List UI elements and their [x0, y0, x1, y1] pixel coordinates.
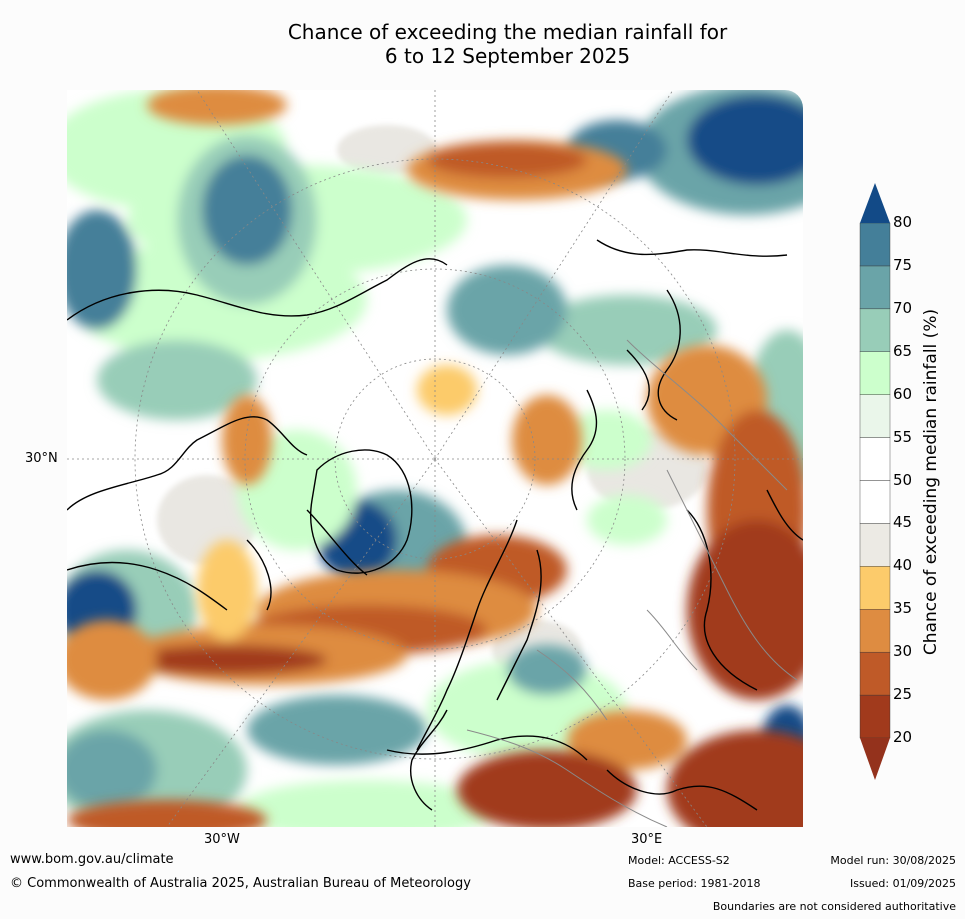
colorbar-segment [859, 394, 891, 438]
base-period-text: Base period: 1981-2018 [628, 877, 761, 890]
wet-regions [67, 90, 803, 827]
colorbar-tick-label: 80 [893, 213, 913, 231]
colorbar-over-arrow [860, 183, 890, 223]
latitude-label-30n: 30°N [25, 451, 58, 466]
colorbar-tick-label: 40 [893, 556, 913, 575]
model-text: Model: ACCESS-S2 [628, 854, 730, 867]
colorbar [859, 183, 891, 780]
colorbar-segment [859, 523, 891, 567]
colorbar-segment [859, 609, 891, 653]
longitude-label-30e: 30°E [631, 832, 663, 847]
colorbar-tick-label: 75 [893, 255, 913, 274]
graticule [67, 90, 803, 827]
issued-text: Issued: 01/09/2025 [849, 877, 956, 890]
map-canvas [67, 90, 803, 827]
dry-regions [67, 90, 803, 827]
colorbar-segment [859, 651, 891, 696]
coastlines [67, 239, 803, 811]
colorbar-title: Chance of exceeding median rainfall (%) [921, 308, 941, 656]
colorbar-segment [859, 265, 891, 310]
disclaimer-text: Boundaries are not considered authoritat… [712, 900, 956, 913]
colorbar-segment [859, 566, 891, 610]
colorbar-tick-label: 60 [893, 384, 913, 403]
colorbar-segment [859, 694, 891, 739]
colorbar-tick-label: 50 [893, 470, 913, 489]
colorbar-tick-label: 55 [893, 427, 913, 446]
colorbar-segment [859, 308, 891, 352]
colorbar-tick-label: 70 [893, 298, 913, 317]
colorbar-tick-label: 35 [893, 599, 913, 618]
longitude-label-30w: 30°W [204, 832, 240, 847]
colorbar-segments [859, 222, 891, 739]
copyright-text: © Commonwealth of Australia 2025, Austra… [10, 876, 471, 891]
colorbar-segment [859, 222, 891, 267]
title-line-2: 6 to 12 September 2025 [384, 44, 631, 68]
colorbar-segment [859, 437, 891, 481]
model-run-text: Model run: 30/08/2025 [830, 854, 956, 867]
colorbar-tick-label: 20 [893, 728, 913, 746]
colorbar-tick-label: 30 [893, 642, 913, 661]
forecast-map [67, 90, 803, 827]
colorbar-tick-label: 45 [893, 513, 913, 532]
colorbar-segment [859, 480, 891, 524]
colorbar-tick-label: 65 [893, 341, 913, 360]
colorbar-tick-label: 25 [893, 685, 913, 704]
title-line-1: Chance of exceeding the median rainfall … [287, 20, 728, 44]
map-title: Chance of exceeding the median rainfall … [0, 20, 965, 68]
colorbar-segment [859, 351, 891, 395]
national-boundaries [466, 339, 798, 827]
colorbar-under-arrow [860, 738, 890, 780]
website-text: www.bom.gov.au/climate [10, 852, 174, 867]
